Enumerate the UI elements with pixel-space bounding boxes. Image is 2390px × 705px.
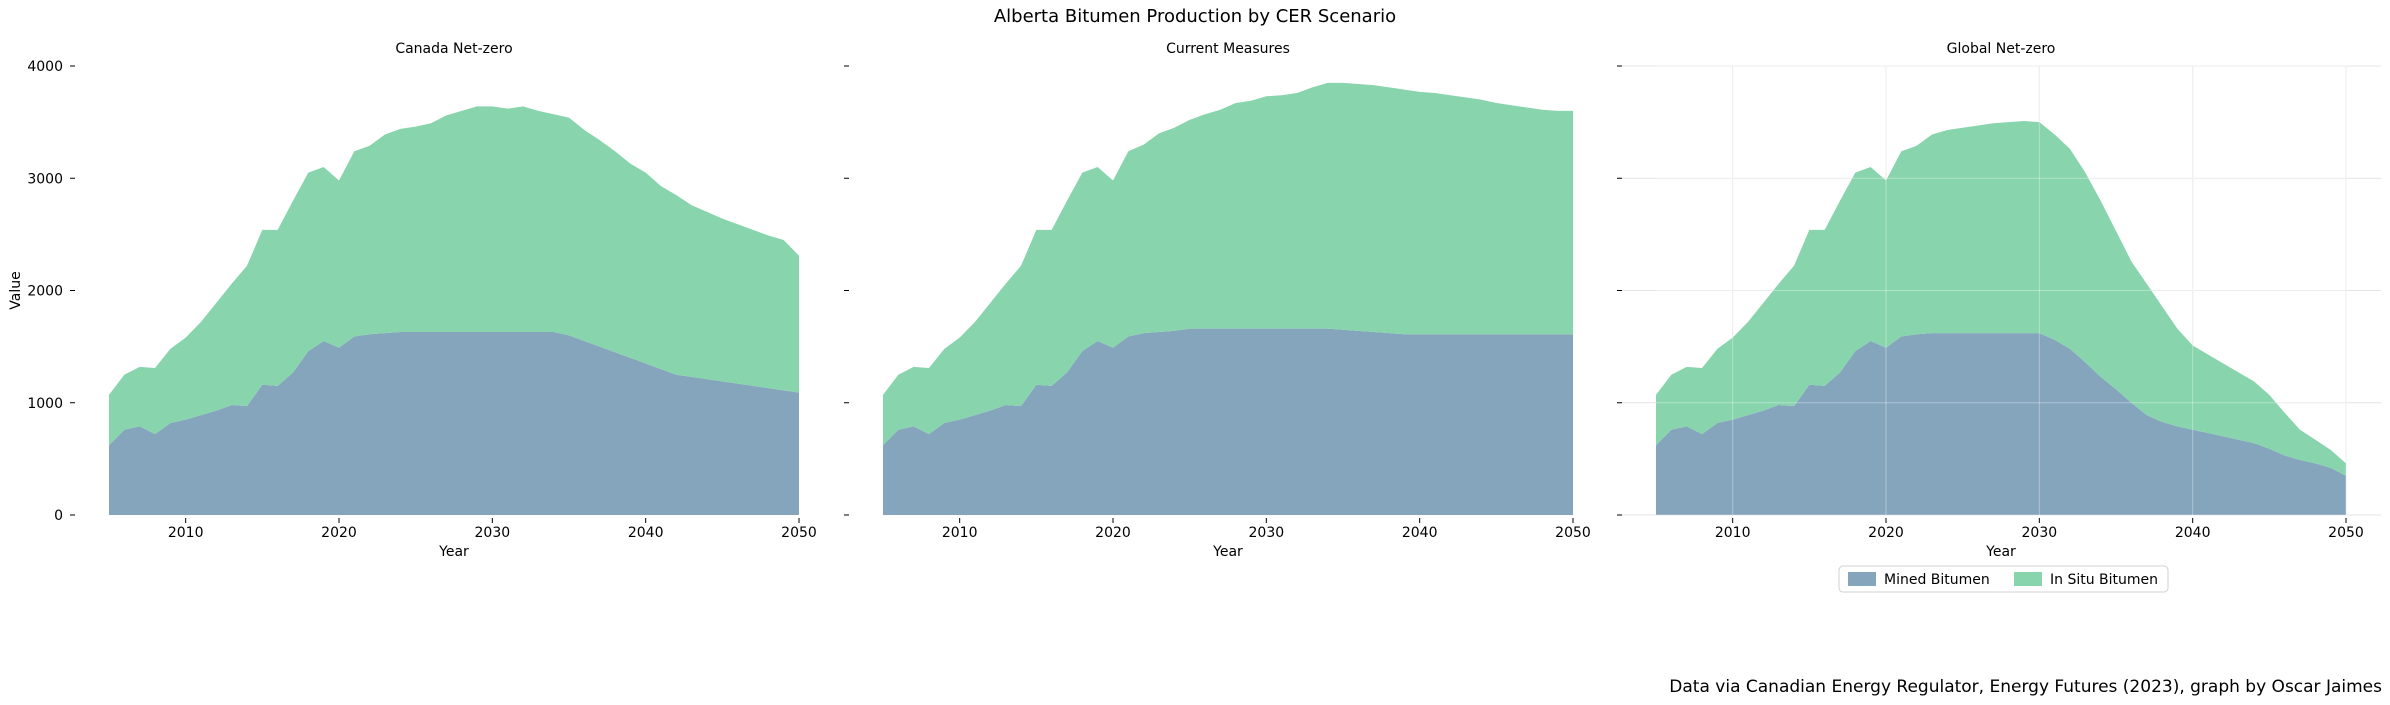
x-tick-label: 2020 (1868, 525, 1904, 541)
x-tick-label: 2030 (2022, 525, 2058, 541)
area-mined-bitumen (109, 332, 799, 515)
x-axis-label: Year (438, 544, 469, 560)
x-tick-label: 2040 (2175, 525, 2211, 541)
area-in-situ-bitumen (109, 106, 799, 446)
y-tick-label: 4000 (27, 59, 63, 75)
legend-swatch (1848, 572, 1876, 586)
legend-swatch (2014, 572, 2042, 586)
source-note: Data via Canadian Energy Regulator, Ener… (1669, 677, 2382, 697)
panel-title: Current Measures (1166, 41, 1290, 57)
y-tick-label: 0 (54, 508, 63, 524)
legend-label: In Situ Bitumen (2050, 572, 2158, 588)
x-tick-label: 2040 (628, 525, 664, 541)
area-in-situ-bitumen (1656, 121, 2346, 476)
area-mined-bitumen (883, 328, 1573, 515)
x-tick-label: 2010 (1715, 525, 1751, 541)
x-tick-label: 2050 (2328, 525, 2364, 541)
legend-label: Mined Bitumen (1884, 572, 1990, 588)
x-tick-label: 2030 (475, 525, 511, 541)
x-axis-label: Year (1985, 544, 2016, 560)
y-tick-label: 2000 (27, 284, 63, 300)
legend-frame (1838, 565, 2169, 593)
panel-title: Canada Net-zero (395, 41, 512, 57)
y-tick-label: 3000 (27, 171, 63, 187)
x-tick-label: 2030 (1249, 525, 1285, 541)
x-tick-label: 2050 (1555, 525, 1591, 541)
x-tick-label: 2020 (321, 525, 357, 541)
x-tick-label: 2050 (781, 525, 817, 541)
x-axis-label: Year (1212, 544, 1243, 560)
panel-current-measures: Current Measures 2010 2020 2030 2040 2050 Year (844, 41, 1591, 560)
x-tick-label: 2040 (1402, 525, 1438, 541)
x-tick-label: 2010 (942, 525, 978, 541)
y-tick-label: 1000 (27, 396, 63, 412)
figure-title: Alberta Bitumen Production by CER Scenar… (993, 6, 1397, 27)
legend: Mined Bitumen In Situ Bitumen (1838, 565, 2169, 593)
area-in-situ-bitumen (883, 82, 1573, 446)
panel-title: Global Net-zero (1947, 41, 2056, 57)
area-mined-bitumen (1656, 333, 2346, 515)
x-tick-label: 2020 (1095, 525, 1131, 541)
y-axis-label: Value (8, 271, 24, 309)
x-tick-label: 2010 (168, 525, 204, 541)
panel-canada-net-zero: Canada Net-zero 0 1000 2000 3000 4000 2010 2020… (8, 41, 817, 560)
panel-global-net-zero: Global Net-zero 2010 2020 2030 2040 2050 Year (1617, 41, 2381, 560)
